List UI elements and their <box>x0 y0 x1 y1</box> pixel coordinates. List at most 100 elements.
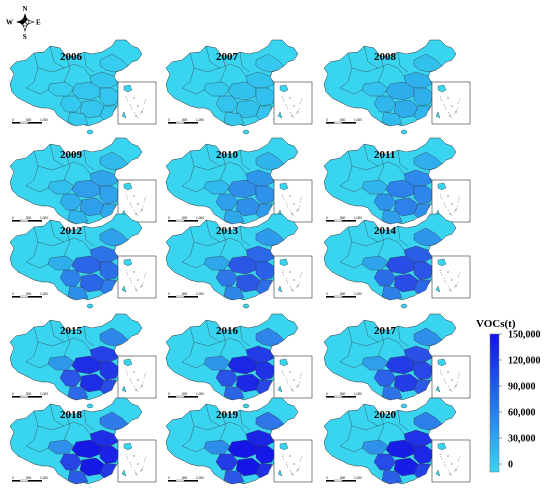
province-region <box>99 379 117 395</box>
province-region <box>255 53 285 73</box>
province-region <box>99 151 129 171</box>
province-region <box>71 355 101 375</box>
legend-title: VOCs(t) <box>476 318 516 330</box>
scale-bar-label: 500 <box>26 118 32 122</box>
province-region <box>255 185 277 205</box>
scale-bar-label: 500 <box>182 392 188 396</box>
province-region <box>255 411 285 431</box>
map-panel-2020: 2020 0 500 1,000 <box>323 397 471 488</box>
province-region <box>381 469 403 485</box>
scale-bar-label: 0 <box>168 292 170 296</box>
province-region <box>99 203 117 219</box>
south-china-sea-inset <box>431 81 471 125</box>
province-region <box>71 81 101 101</box>
province-region <box>381 385 403 401</box>
province-region <box>255 105 273 121</box>
province-region <box>373 269 397 287</box>
panel-year-label: 2013 <box>216 225 239 237</box>
map-panel-2008: 2008 0 500 1,000 <box>323 39 471 135</box>
province-region <box>99 185 121 205</box>
province-region <box>413 445 435 465</box>
scale-bar-label: 0 <box>168 118 170 122</box>
panel-year-label: 2006 <box>60 51 83 63</box>
province-region <box>413 105 431 121</box>
south-china-sea-inset <box>273 255 313 299</box>
province-region <box>373 453 397 471</box>
scale-bar-label: 1,000 <box>40 292 48 296</box>
scale-bar-label: 0 <box>168 476 170 480</box>
panel-year-label: 2010 <box>216 149 239 161</box>
scale-bar: 0 500 1,000 <box>326 476 362 482</box>
legend-color-ramp <box>489 333 500 473</box>
scale-bar: 0 500 1,000 <box>326 216 362 222</box>
province-region <box>215 269 239 287</box>
map-panel-2015: 2015 0 500 1,000 <box>9 313 157 409</box>
province-region <box>413 379 431 395</box>
map-panel-2007: 2007 0 500 1,000 <box>165 39 313 135</box>
scale-bar-label: 0 <box>326 216 328 220</box>
south-china-sea-inset <box>431 439 471 483</box>
scale-bar-label: 0 <box>326 392 328 396</box>
province-region <box>223 385 245 401</box>
province-region <box>59 369 83 387</box>
map-panel-2010: 2010 0 500 1,000 <box>165 137 313 233</box>
south-china-sea-inset <box>273 81 313 125</box>
scale-bar: 0 500 1,000 <box>168 216 204 222</box>
scale-bar: 0 500 1,000 <box>168 392 204 398</box>
province-region <box>67 209 89 225</box>
scale-bar-label: 500 <box>26 392 32 396</box>
scale-bar-label: 0 <box>12 392 14 396</box>
province-region <box>255 203 273 219</box>
scale-bar: 0 500 1,000 <box>326 118 362 124</box>
province-region <box>71 255 101 275</box>
scale-bar-label: 500 <box>340 216 346 220</box>
scale-bar-label: 500 <box>340 118 346 122</box>
province-region <box>255 227 285 247</box>
province-region <box>99 279 117 295</box>
legend-tick-label: 30,000 <box>508 434 536 445</box>
panel-year-label: 2017 <box>374 325 397 337</box>
south-china-sea-inset <box>431 255 471 299</box>
scale-bar-label: 1,000 <box>196 216 204 220</box>
province-region <box>67 469 89 485</box>
province-region <box>215 369 239 387</box>
province-region <box>255 445 277 465</box>
south-china-sea-inset <box>117 355 157 399</box>
province-region <box>385 81 415 101</box>
panel-year-label: 2018 <box>60 409 83 421</box>
scale-bar: 0 500 1,000 <box>326 292 362 298</box>
panel-year-label: 2009 <box>60 149 83 161</box>
scale-bar: 0 500 1,000 <box>12 292 48 298</box>
province-region <box>99 87 121 107</box>
south-china-sea-inset <box>273 355 313 399</box>
province-region <box>227 255 257 275</box>
scale-bar: 0 500 1,000 <box>168 292 204 298</box>
map-panel-2009: 2009 0 500 1,000 <box>9 137 157 233</box>
province-region <box>255 463 273 479</box>
scale-bar-label: 500 <box>340 292 346 296</box>
scale-bar-label: 1,000 <box>354 216 362 220</box>
scale-bar-label: 0 <box>12 216 14 220</box>
legend-tick-label: 0 <box>508 460 513 471</box>
compass-east-label: E <box>36 19 41 27</box>
scale-bar: 0 500 1,000 <box>12 118 48 124</box>
province-region <box>373 369 397 387</box>
map-panel-2018: 2018 0 500 1,000 <box>9 397 157 488</box>
province-region <box>255 361 277 381</box>
province-region <box>99 227 129 247</box>
scale-bar-label: 0 <box>12 118 14 122</box>
scale-bar: 0 500 1,000 <box>12 216 48 222</box>
panel-year-label: 2008 <box>374 51 397 63</box>
province-region <box>413 279 431 295</box>
scale-bar: 0 500 1,000 <box>12 476 48 482</box>
province-region <box>215 453 239 471</box>
scale-bar-label: 1,000 <box>354 476 362 480</box>
province-region <box>59 269 83 287</box>
scale-bar-label: 1,000 <box>354 118 362 122</box>
north-arrow-compass: N S E W <box>6 5 41 41</box>
legend-tick-label: 120,000 <box>508 356 541 367</box>
panel-year-label: 2020 <box>374 409 397 421</box>
map-panel-2014: 2014 0 500 1,000 <box>323 213 471 309</box>
panel-year-label: 2012 <box>60 225 83 237</box>
